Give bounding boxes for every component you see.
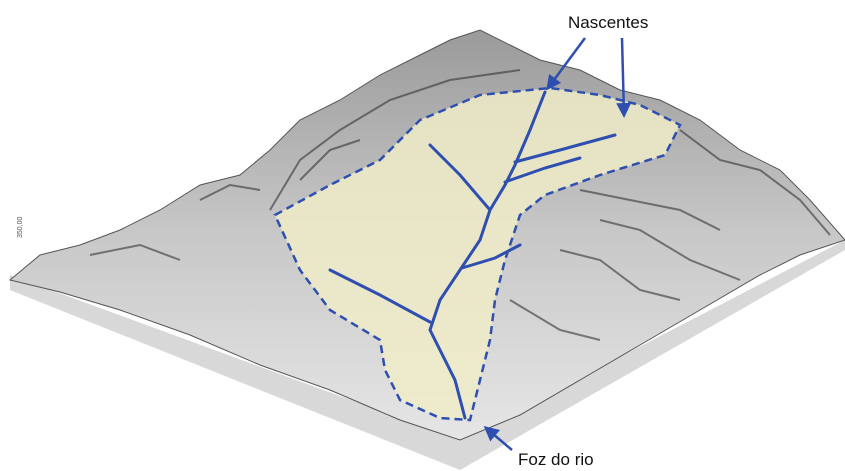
arrows: [483, 37, 632, 451]
ridges: [89, 69, 831, 341]
z-axis-label: 350,00: [17, 216, 24, 238]
mouth-label: Foz do rio: [518, 450, 594, 469]
rivers: [328, 90, 617, 420]
base-plane: [10, 240, 845, 470]
sources-label: Nascentes: [568, 13, 648, 32]
watershed: [273, 86, 682, 422]
